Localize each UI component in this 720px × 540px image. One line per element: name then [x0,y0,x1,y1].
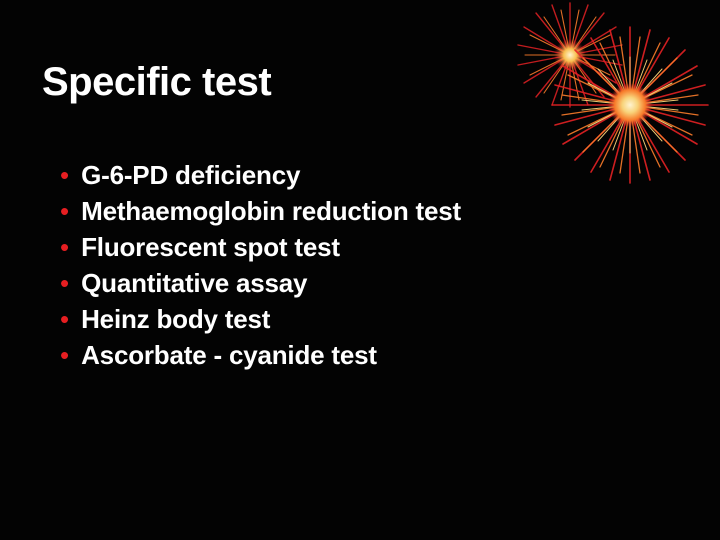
bullet-text: G-6-PD deficiency [81,158,300,193]
bullet-text: Quantitative assay [81,266,307,301]
list-item: • G-6-PD deficiency [60,158,670,193]
bullet-icon: • [60,194,69,229]
list-item: • Heinz body test [60,302,670,337]
bullet-icon: • [60,302,69,337]
list-item: • Methaemoglobin reduction test [60,194,670,229]
list-item: • Fluorescent spot test [60,230,670,265]
bullet-text: Ascorbate - cyanide test [81,338,377,373]
bullet-text: Methaemoglobin reduction test [81,194,461,229]
bullet-icon: • [60,230,69,265]
list-item: • Ascorbate - cyanide test [60,338,670,373]
slide-title: Specific test [42,60,271,105]
bullet-icon: • [60,338,69,373]
bullet-list: • G-6-PD deficiency • Methaemoglobin red… [60,158,670,375]
slide: Specific test • G-6-PD deficiency • Meth… [0,0,720,540]
bullet-icon: • [60,158,69,193]
bullet-text: Heinz body test [81,302,270,337]
list-item: • Quantitative assay [60,266,670,301]
bullet-icon: • [60,266,69,301]
bullet-text: Fluorescent spot test [81,230,340,265]
